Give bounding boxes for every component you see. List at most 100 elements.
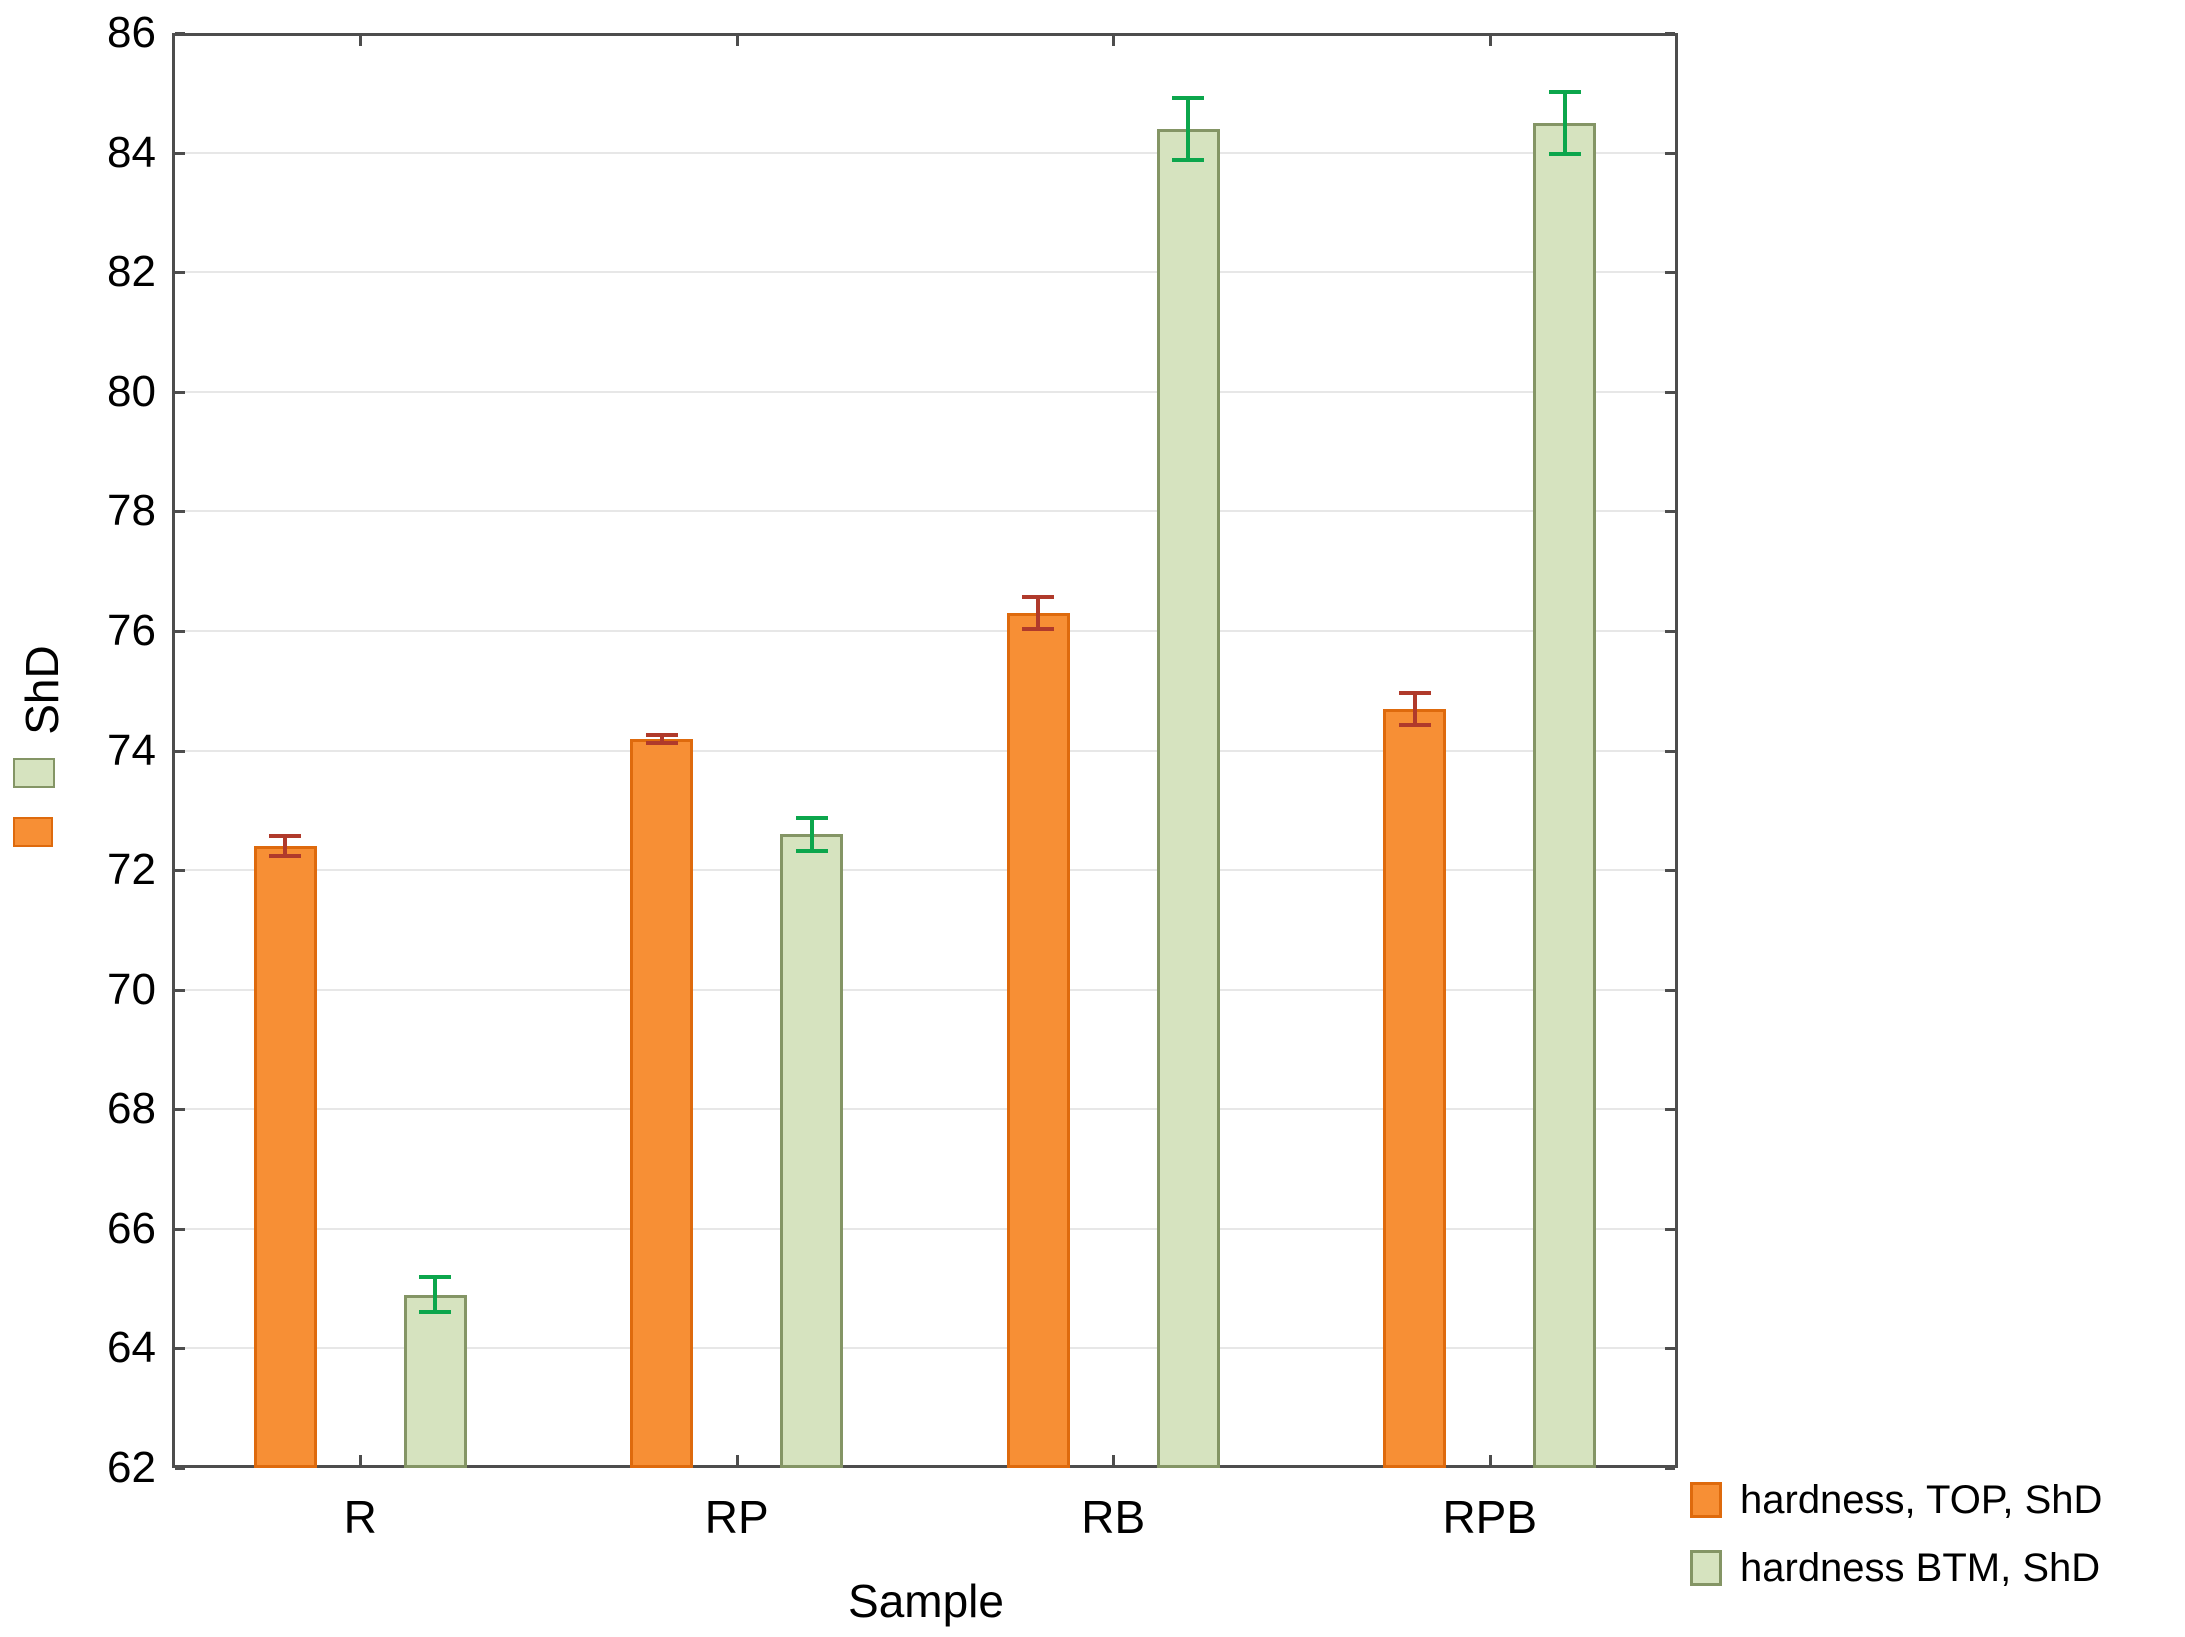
y-tick-mark-left — [175, 988, 185, 992]
bar-top-rp — [630, 738, 694, 1468]
gridline — [175, 151, 1675, 154]
y-tick-label: 68 — [107, 1084, 156, 1134]
x-category-label: R — [343, 1491, 377, 1543]
side-color-key-top-swatch — [13, 817, 53, 847]
error-bar-cap-bottom — [1548, 151, 1581, 156]
error-bar-line — [1562, 89, 1567, 156]
gridline — [175, 510, 1675, 513]
y-tick-mark-right — [1665, 749, 1675, 753]
x-tick-mark-top — [735, 36, 739, 46]
gridline — [175, 988, 1675, 991]
y-tick-label: 70 — [107, 964, 156, 1014]
y-tick-label: 78 — [107, 486, 156, 536]
gridline — [175, 271, 1675, 274]
x-category-label: RB — [1081, 1491, 1146, 1543]
y-tick-mark-right — [1665, 32, 1675, 35]
y-tick-mark-right — [1665, 988, 1675, 992]
x-tick-mark-bottom — [1488, 1455, 1492, 1465]
y-tick-mark-left — [175, 869, 185, 873]
error-bar-cap-bottom — [645, 740, 678, 745]
y-tick-mark-left — [175, 1227, 185, 1231]
y-tick-mark-left — [175, 1108, 185, 1112]
y-tick-mark-left — [175, 151, 185, 155]
error-bar-cap-top — [1172, 95, 1205, 100]
error-bar-cap-top — [795, 815, 828, 820]
y-tick-mark-right — [1665, 1108, 1675, 1112]
legend: hardness, TOP, ShD hardness BTM, ShD — [1690, 1477, 2103, 1616]
gridline — [175, 1227, 1675, 1230]
y-tick-mark-right — [1665, 1347, 1675, 1351]
error-bar-cap-top — [1398, 690, 1431, 695]
y-tick-mark-left — [175, 390, 185, 394]
y-tick-mark-left — [175, 510, 185, 514]
y-tick-mark-left — [175, 1467, 185, 1470]
side-color-key-btm-swatch — [13, 758, 55, 788]
legend-swatch-btm — [1690, 1550, 1722, 1586]
bar-btm-rb — [1156, 128, 1220, 1468]
bar-btm-rp — [780, 834, 844, 1468]
x-tick-mark-top — [1112, 36, 1116, 46]
y-tick-label: 72 — [107, 845, 156, 895]
x-category-label: RPB — [1442, 1491, 1538, 1543]
legend-item: hardness BTM, ShD — [1690, 1545, 2102, 1590]
legend-label: hardness, TOP, ShD — [1740, 1477, 2103, 1522]
error-bar-cap-top — [1548, 89, 1581, 94]
x-tick-mark-bottom — [1112, 1455, 1116, 1465]
x-tick-mark-top — [1488, 36, 1492, 46]
y-tick-mark-right — [1665, 390, 1675, 394]
y-tick-label: 82 — [107, 247, 156, 297]
y-tick-mark-left — [175, 32, 185, 35]
y-tick-mark-right — [1665, 271, 1675, 275]
error-bar-cap-top — [269, 834, 302, 839]
legend-swatch-top — [1690, 1482, 1722, 1518]
plot-area — [172, 32, 1678, 1470]
x-tick-mark-bottom — [359, 1455, 363, 1465]
error-bar-line — [659, 732, 664, 745]
y-tick-label: 62 — [107, 1443, 156, 1492]
legend-label: hardness BTM, ShD — [1740, 1545, 2101, 1590]
x-axis-title: Sample — [848, 1575, 1004, 1627]
error-bar-line — [433, 1274, 438, 1315]
gridline — [175, 869, 1675, 872]
y-tick-mark-left — [175, 749, 185, 753]
error-bar-cap-top — [419, 1274, 452, 1279]
y-tick-label: 66 — [107, 1203, 156, 1253]
error-bar-cap-bottom — [1022, 626, 1055, 631]
y-tick-label: 80 — [107, 366, 156, 416]
error-bar-cap-bottom — [269, 854, 302, 859]
bar-btm-r — [403, 1294, 467, 1468]
gridline — [175, 390, 1675, 393]
y-tick-mark-right — [1665, 1467, 1675, 1470]
gridline — [175, 1108, 1675, 1111]
y-tick-label: 86 — [107, 8, 156, 57]
x-category-label: RP — [704, 1491, 769, 1543]
bar-btm-rpb — [1533, 122, 1597, 1468]
y-tick-label: 84 — [107, 127, 156, 177]
y-tick-mark-right — [1665, 151, 1675, 155]
y-tick-mark-right — [1665, 629, 1675, 633]
y-tick-mark-left — [175, 271, 185, 275]
error-bar-cap-bottom — [795, 848, 828, 853]
bar-top-rb — [1006, 612, 1070, 1468]
error-bar-cap-bottom — [1398, 722, 1431, 727]
y-tick-label: 64 — [107, 1323, 156, 1373]
error-bar-line — [1036, 595, 1041, 631]
y-tick-mark-right — [1665, 869, 1675, 873]
y-tick-label: 74 — [107, 725, 156, 775]
error-bar-cap-top — [1022, 595, 1055, 600]
y-tick-mark-right — [1665, 510, 1675, 514]
bar-top-rpb — [1383, 708, 1447, 1468]
y-tick-mark-left — [175, 629, 185, 633]
error-bar-line — [283, 834, 288, 859]
error-bar-line — [1186, 95, 1191, 162]
y-tick-label: 76 — [107, 605, 156, 655]
error-bar-cap-bottom — [419, 1310, 452, 1315]
x-tick-mark-bottom — [735, 1455, 739, 1465]
x-tick-mark-top — [359, 36, 363, 46]
bar-top-r — [253, 846, 317, 1468]
legend-item: hardness, TOP, ShD — [1690, 1477, 2103, 1522]
gridline — [175, 1347, 1675, 1350]
gridline — [175, 629, 1675, 632]
error-bar-line — [809, 815, 814, 853]
